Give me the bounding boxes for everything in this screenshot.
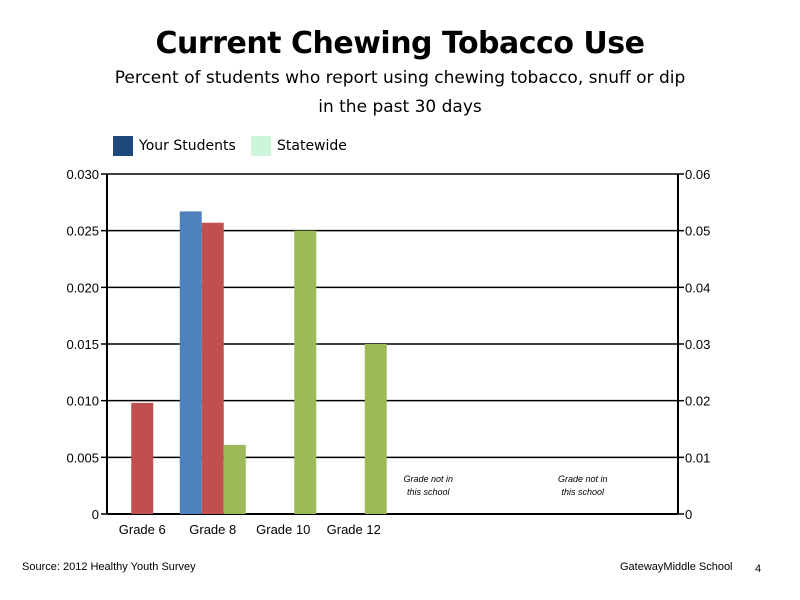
bar bbox=[179, 211, 202, 514]
right-axis-tick-label: 0 bbox=[685, 507, 692, 522]
left-axis-tick-label: 0.030 bbox=[66, 167, 99, 182]
right-axis-tick-label: 0.02 bbox=[685, 394, 710, 409]
page-number: 4 bbox=[755, 563, 762, 575]
bar bbox=[294, 230, 317, 514]
school-name: GatewayMiddle School bbox=[620, 561, 733, 573]
source-note: Source: 2012 Healthy Youth Survey bbox=[22, 561, 196, 573]
left-axis-tick-label: 0.010 bbox=[66, 394, 99, 409]
left-axis-tick-label: 0.015 bbox=[66, 337, 99, 352]
left-axis-tick-label: 0.005 bbox=[66, 450, 99, 465]
right-axis-tick-label: 0.06 bbox=[685, 167, 710, 182]
left-axis-tick-label: 0 bbox=[92, 507, 99, 522]
annotation-grade-not-in-school: this school bbox=[561, 487, 605, 497]
right-axis-tick-label: 0.01 bbox=[685, 450, 710, 465]
legend-swatch-statewide bbox=[251, 136, 271, 156]
chart-title: Current Chewing Tobacco Use bbox=[155, 26, 645, 61]
x-axis-tick-label: Grade 10 bbox=[256, 522, 310, 537]
bar bbox=[131, 402, 154, 514]
legend-swatch-your-students bbox=[113, 136, 133, 156]
chart-subtitle-line1: Percent of students who report using che… bbox=[114, 68, 686, 88]
x-axis-tick-label: Grade 6 bbox=[119, 522, 166, 537]
annotation-grade-not-in-school: Grade not in bbox=[558, 474, 608, 484]
right-axis-tick-label: 0.04 bbox=[685, 280, 710, 295]
legend-item-your-students: Your Students bbox=[113, 136, 236, 156]
legend-label-statewide: Statewide bbox=[277, 138, 347, 154]
left-axis-tick-label: 0.020 bbox=[66, 280, 99, 295]
legend-label-your-students: Your Students bbox=[139, 138, 236, 154]
right-axis-tick-label: 0.03 bbox=[685, 337, 710, 352]
legend-item-statewide: Statewide bbox=[251, 136, 347, 156]
right-axis-tick-label: 0.05 bbox=[685, 224, 710, 239]
x-axis-tick-label: Grade 12 bbox=[327, 522, 381, 537]
bar bbox=[223, 444, 246, 514]
bar bbox=[201, 222, 224, 514]
bar bbox=[364, 344, 387, 514]
chart-subtitle-line2: in the past 30 days bbox=[318, 97, 482, 117]
left-axis-tick-label: 0.025 bbox=[66, 224, 99, 239]
annotation-grade-not-in-school: Grade not in bbox=[403, 474, 453, 484]
x-axis-tick-label: Grade 8 bbox=[189, 522, 236, 537]
annotation-grade-not-in-school: this school bbox=[407, 487, 451, 497]
